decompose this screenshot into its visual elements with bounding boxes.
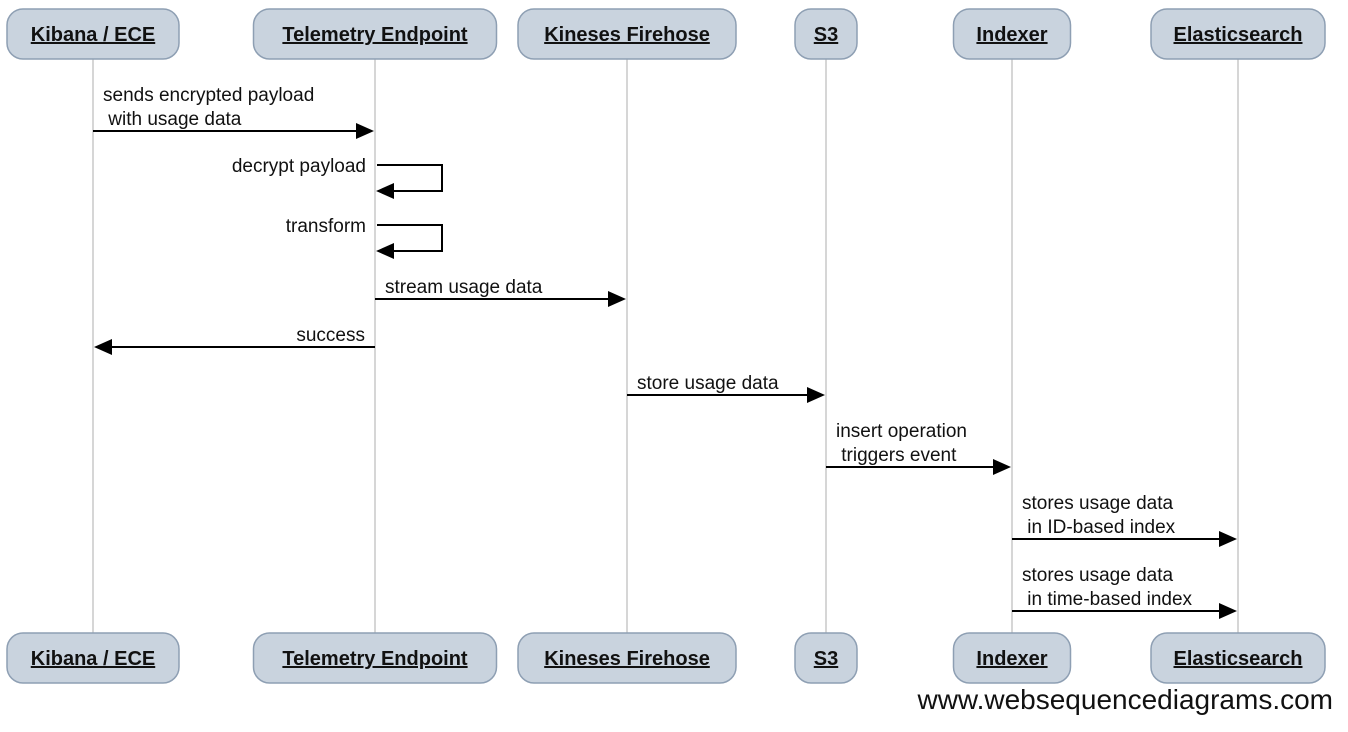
- arrowhead: [993, 459, 1011, 475]
- participant-box: [6, 632, 180, 684]
- message-label: stores usage data: [1022, 493, 1173, 514]
- message-label: stores usage data: [1022, 565, 1173, 586]
- arrowhead: [807, 387, 825, 403]
- watermark-text: www.websequencediagrams.com: [916, 684, 1333, 715]
- message-label: decrypt payload: [232, 156, 366, 177]
- message-label: stream usage data: [385, 277, 543, 298]
- arrowhead: [376, 243, 394, 259]
- message-6: store usage data: [627, 373, 825, 403]
- message-label: success: [296, 325, 365, 346]
- participant-box: [6, 8, 180, 60]
- message-label: store usage data: [637, 373, 779, 394]
- message-label: with usage data: [103, 109, 242, 130]
- participant-box: [1150, 8, 1326, 60]
- participant-indexer-bottom: Indexer: [952, 632, 1072, 684]
- message-3: transform: [286, 216, 443, 259]
- participant-es-top: Elasticsearch: [1150, 8, 1326, 60]
- participant-kibana-bottom: Kibana / ECE: [6, 632, 180, 684]
- message-7: insert operation triggers event: [826, 421, 1011, 475]
- message-8: stores usage data in ID-based index: [1012, 493, 1237, 547]
- participant-label: Elasticsearch: [1174, 648, 1303, 670]
- participant-label: Kibana / ECE: [31, 24, 155, 46]
- participant-row-bottom: Kibana / ECE Telemetry Endpoint Kineses Fi…: [6, 632, 1326, 684]
- self-message-line: [377, 164, 443, 192]
- participant-box: [517, 632, 737, 684]
- participant-label: Kineses Firehose: [544, 648, 710, 670]
- arrowhead: [1219, 603, 1237, 619]
- arrowhead: [376, 183, 394, 199]
- lifelines: [92, 59, 1239, 633]
- message-1: sends encrypted payload with usage data: [93, 85, 374, 139]
- participant-label: S3: [814, 648, 838, 670]
- messages: sends encrypted payload with usage data d…: [93, 85, 1237, 619]
- message-4: stream usage data: [375, 277, 626, 307]
- participant-box: [952, 632, 1072, 684]
- self-message-line: [377, 224, 443, 252]
- message-label: transform: [286, 216, 366, 237]
- arrowhead: [608, 291, 626, 307]
- message-label: sends encrypted payload: [103, 85, 314, 106]
- participant-firehose-bottom: Kineses Firehose: [517, 632, 737, 684]
- participant-label: Telemetry Endpoint: [282, 24, 468, 46]
- participant-row-top: Kibana / ECE Telemetry Endpoint Kineses Fi…: [6, 8, 1326, 60]
- participant-box: [517, 8, 737, 60]
- participant-box: [952, 8, 1072, 60]
- participant-label: Indexer: [976, 648, 1047, 670]
- arrowhead: [1219, 531, 1237, 547]
- participant-telemetry-top: Telemetry Endpoint: [252, 8, 498, 60]
- participant-label: Telemetry Endpoint: [282, 648, 468, 670]
- participant-telemetry-bottom: Telemetry Endpoint: [252, 632, 498, 684]
- message-label: in ID-based index: [1022, 517, 1176, 538]
- message-label: triggers event: [836, 445, 957, 466]
- participant-label: Kineses Firehose: [544, 24, 710, 46]
- arrowhead: [94, 339, 112, 355]
- arrowhead: [356, 123, 374, 139]
- participant-label: S3: [814, 24, 838, 46]
- participant-s3-bottom: S3: [794, 632, 858, 684]
- participant-box: [794, 8, 858, 60]
- participant-indexer-top: Indexer: [952, 8, 1072, 60]
- message-label: in time-based index: [1022, 589, 1193, 610]
- participant-box: [1150, 632, 1326, 684]
- participant-label: Indexer: [976, 24, 1047, 46]
- participant-es-bottom: Elasticsearch: [1150, 632, 1326, 684]
- message-9: stores usage data in time-based index: [1012, 565, 1237, 619]
- message-2: decrypt payload: [232, 156, 443, 199]
- participant-box: [252, 8, 498, 60]
- message-5: success: [94, 325, 375, 355]
- participant-kibana-top: Kibana / ECE: [6, 8, 180, 60]
- message-label: insert operation: [836, 421, 967, 442]
- participant-box: [794, 632, 858, 684]
- participant-box: [252, 632, 498, 684]
- participant-label: Elasticsearch: [1174, 24, 1303, 46]
- participant-firehose-top: Kineses Firehose: [517, 8, 737, 60]
- participant-label: Kibana / ECE: [31, 648, 155, 670]
- participant-s3-top: S3: [794, 8, 858, 60]
